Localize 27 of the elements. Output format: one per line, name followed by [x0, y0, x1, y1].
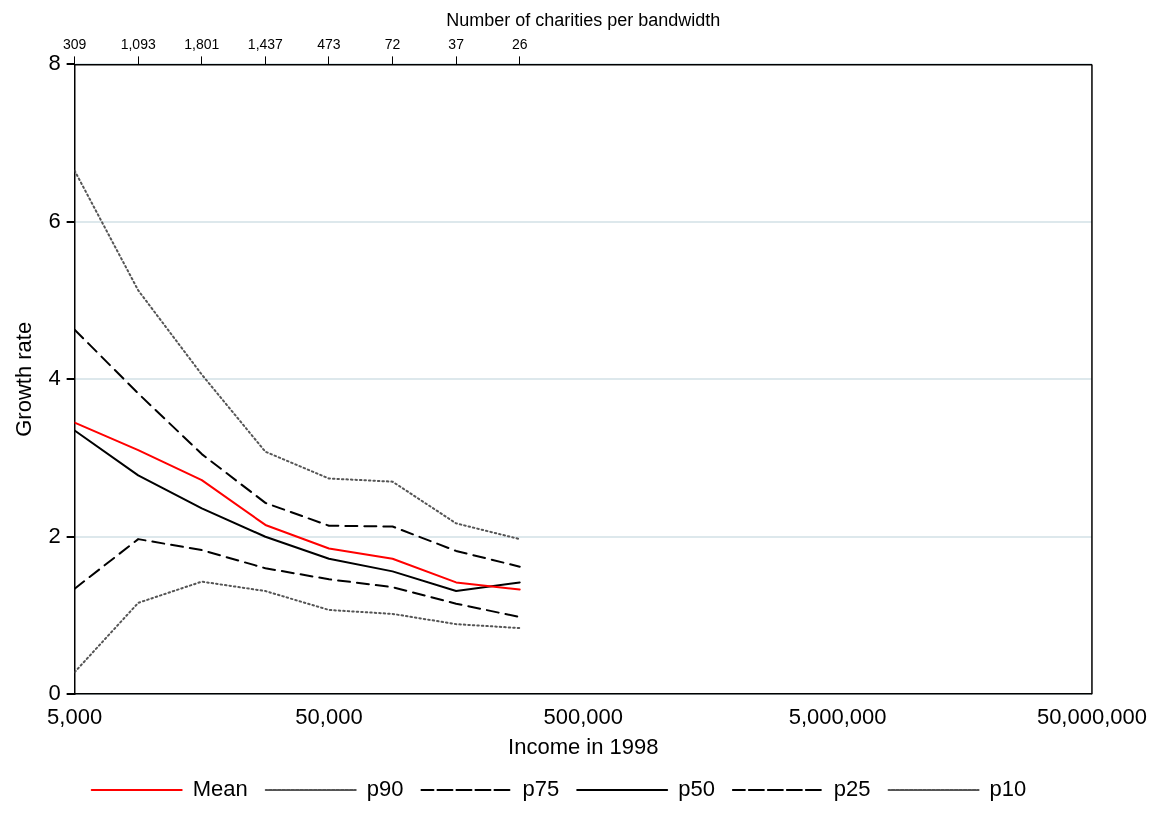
legend-label: p50	[678, 776, 715, 802]
annotation: 1,437	[247, 35, 284, 52]
legend-label: p25	[833, 776, 871, 802]
annotation: 309	[62, 35, 87, 52]
x2-axis-title: Number of charities per bandwidth	[446, 9, 721, 30]
x-axis-title: Income in 1998	[508, 733, 659, 759]
annotation: 1,801	[184, 35, 220, 52]
annotation: 72	[384, 35, 401, 52]
x-tick-label: 50,000	[295, 704, 363, 730]
x-tick-label: 50,000,000	[1036, 704, 1147, 730]
y-axis-title: Growth rate	[11, 321, 37, 437]
y-tick-label: 6	[48, 207, 61, 233]
annotation: 473	[317, 35, 341, 52]
legend-label: p90	[366, 776, 404, 802]
y-tick-label: 0	[48, 680, 61, 706]
annotation: 1,093	[120, 35, 156, 52]
annotation: 26	[511, 35, 528, 52]
y-tick-label: 8	[48, 50, 61, 76]
x-tick-label: 5,000,000	[788, 704, 887, 730]
annotation: 37	[448, 35, 465, 52]
legend-label: p10	[989, 776, 1027, 802]
legend-label: Mean	[192, 776, 248, 802]
x-tick-label: 5,000	[47, 704, 103, 730]
y-tick-label: 2	[48, 522, 61, 548]
y-tick-label: 4	[48, 365, 61, 391]
x-tick-label: 500,000	[543, 704, 624, 730]
legend-label: p75	[522, 776, 560, 802]
